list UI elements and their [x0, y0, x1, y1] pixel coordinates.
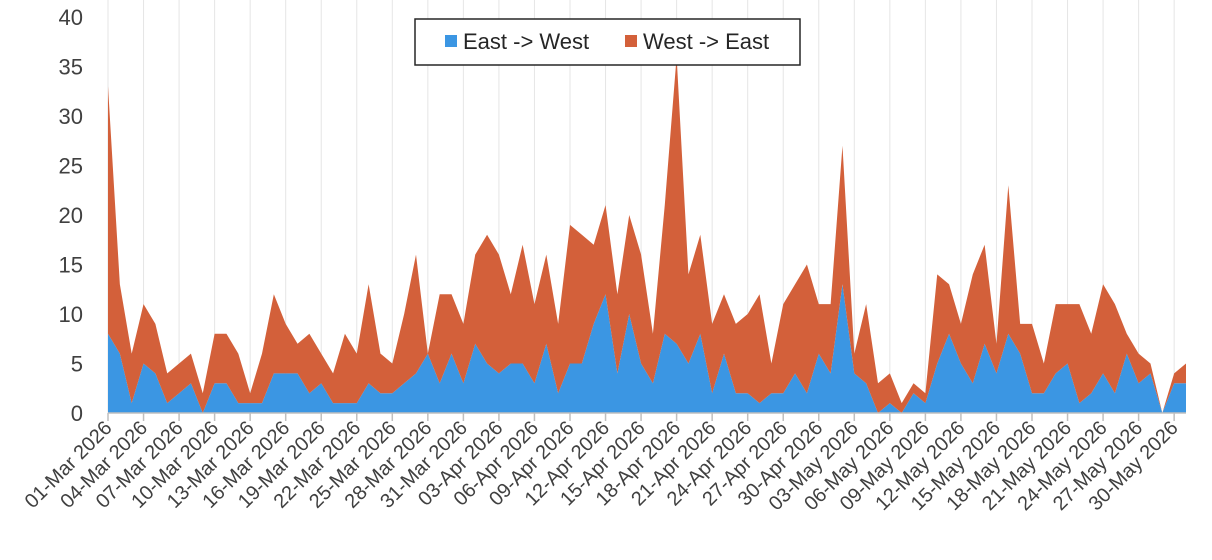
y-tick-label: 20	[59, 203, 83, 228]
legend-swatch	[445, 35, 457, 47]
legend-item-east-to-west: East -> West	[463, 29, 589, 54]
y-tick-label: 40	[59, 5, 83, 30]
legend-item-west-to-east: West -> East	[643, 29, 769, 54]
y-tick-label: 15	[59, 253, 83, 278]
y-tick-label: 35	[59, 55, 83, 80]
legend-swatch	[625, 35, 637, 47]
y-tick-label: 10	[59, 302, 83, 327]
area-series-group	[108, 56, 1186, 413]
y-tick-label: 30	[59, 104, 83, 129]
area-series-west-to-east	[108, 56, 1186, 413]
y-tick-label: 5	[71, 352, 83, 377]
y-tick-label: 0	[71, 401, 83, 426]
legend: East -> West West -> East	[414, 18, 801, 66]
legend-box	[414, 18, 801, 66]
area-series-east-to-west	[108, 284, 1186, 413]
y-tick-label: 25	[59, 154, 83, 179]
y-axis-tick-labels: 0 5 10 15 20 25 30 35 40	[59, 5, 83, 426]
axes-group	[107, 412, 1186, 421]
